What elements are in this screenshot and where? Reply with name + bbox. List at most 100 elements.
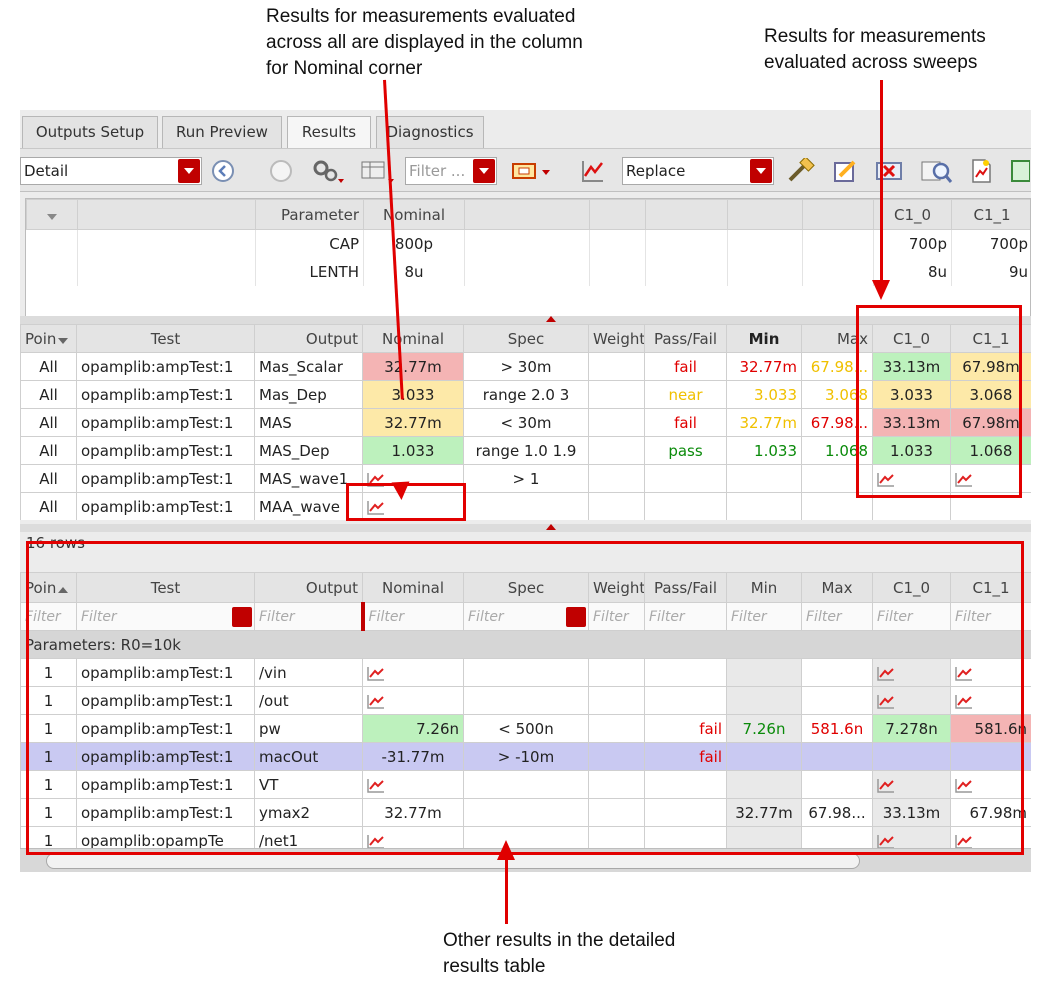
hammer-tool-icon[interactable] <box>786 158 816 184</box>
header-point[interactable]: Poin <box>20 572 77 603</box>
table-row[interactable]: All opamplib:ampTest:1 Mas_Dep 3.033 ran… <box>20 380 1031 409</box>
plot-select-icon[interactable] <box>510 158 554 184</box>
settings-gears-icon[interactable] <box>310 158 346 184</box>
waveform-icon[interactable] <box>955 834 973 849</box>
table-row[interactable]: All opamplib:ampTest:1 MAS_wave1 > 1 <box>20 464 1031 493</box>
table-row[interactable]: 1 opamplib:ampTest:1 pw 7.26n < 500n fai… <box>20 714 1031 743</box>
cell-nominal[interactable] <box>362 826 464 849</box>
export-icon[interactable] <box>1010 158 1030 184</box>
filter-spec[interactable]: Filter <box>463 602 589 631</box>
splitter-handle[interactable] <box>20 316 1031 324</box>
header-min[interactable]: Min <box>726 324 802 353</box>
table-row[interactable]: All opamplib:ampTest:1 MAS 32.77m < 30m … <box>20 408 1031 437</box>
header-weight[interactable]: Weight <box>588 324 645 353</box>
table-row[interactable]: 1 opamplib:opampTe /net1 <box>20 826 1031 849</box>
table-row[interactable]: All opamplib:ampTest:1 Mas_Scalar 32.77m… <box>20 352 1031 381</box>
header-output[interactable]: Output <box>254 324 363 353</box>
waveform-icon[interactable] <box>877 666 895 681</box>
waveform-icon[interactable] <box>877 472 895 487</box>
filter-test[interactable]: Filter <box>76 602 255 631</box>
header-output[interactable]: Output <box>254 572 363 603</box>
header-test[interactable]: Test <box>76 324 255 353</box>
waveform-icon[interactable] <box>367 778 385 793</box>
table-row[interactable]: 1 opamplib:ampTest:1 /vin <box>20 658 1031 687</box>
cell-test: opamplib:opampTe <box>76 826 255 848</box>
waveform-icon[interactable] <box>367 694 385 709</box>
cell-c1-0[interactable] <box>872 770 951 799</box>
filter-c1-0[interactable]: Filter <box>872 602 951 631</box>
inspect-zoom-icon[interactable] <box>920 158 954 184</box>
forward-arrow-icon[interactable] <box>268 158 294 184</box>
header-c1-0[interactable]: C1_0 <box>872 572 951 603</box>
waveform-icon[interactable] <box>367 834 385 849</box>
header-c1-1[interactable]: C1_1 <box>950 572 1031 603</box>
waveform-icon[interactable] <box>877 694 895 709</box>
group-row[interactable]: Parameters: R0=10k <box>20 630 1031 659</box>
cell-c1-1[interactable] <box>950 686 1031 715</box>
cell-c1-0[interactable] <box>872 658 951 687</box>
chevron-down-icon[interactable] <box>750 159 772 183</box>
header-spec[interactable]: Spec <box>463 572 589 603</box>
cell-c1-1[interactable] <box>950 770 1031 799</box>
cell-c1-1[interactable] <box>950 658 1031 687</box>
header-pass-fail[interactable]: Pass/Fail <box>644 324 727 353</box>
header-max[interactable]: Max <box>801 324 873 353</box>
waveform-icon[interactable] <box>955 666 973 681</box>
cell-c1-0[interactable] <box>872 686 951 715</box>
header-c1-0[interactable]: C1_0 <box>872 324 951 353</box>
header-nominal[interactable]: Nominal <box>362 324 464 353</box>
cell-max: 67.98... <box>801 408 873 437</box>
edit-note-icon[interactable] <box>832 158 858 184</box>
filter-min[interactable]: Filter <box>726 602 802 631</box>
header-spec[interactable]: Spec <box>463 324 589 353</box>
cell-c1-1[interactable] <box>950 464 1031 493</box>
filter-select[interactable]: Filter ... <box>405 157 497 185</box>
filter-max[interactable]: Filter <box>801 602 873 631</box>
view-mode-select[interactable]: Detail <box>20 157 202 185</box>
delete-results-icon[interactable] <box>875 158 905 184</box>
waveform-icon[interactable] <box>877 834 895 849</box>
filter-c1-1[interactable]: Filter <box>950 602 1031 631</box>
filter-point[interactable]: Filter <box>20 602 77 631</box>
waveform-icon[interactable] <box>955 472 973 487</box>
chevron-down-icon[interactable] <box>473 159 495 183</box>
report-document-icon[interactable] <box>968 158 994 184</box>
back-arrow-icon[interactable] <box>210 158 236 184</box>
header-test[interactable]: Test <box>76 572 255 603</box>
cell-nominal[interactable] <box>362 686 464 715</box>
arrow-sweeps-head <box>872 280 890 300</box>
splitter-handle[interactable] <box>20 524 1031 532</box>
cell-nominal[interactable] <box>362 658 464 687</box>
waveform-plot-icon[interactable] <box>580 158 606 184</box>
table-row[interactable]: 1 opamplib:ampTest:1 VT <box>20 770 1031 799</box>
header-nominal[interactable]: Nominal <box>362 572 464 603</box>
tab-run-preview[interactable]: Run Preview <box>162 116 282 148</box>
tab-outputs-setup[interactable]: Outputs Setup <box>22 116 158 148</box>
filter-output[interactable]: Filter <box>254 602 363 631</box>
sort-menu-header[interactable] <box>26 199 78 230</box>
filter-weight[interactable]: Filter <box>588 602 645 631</box>
table-row[interactable]: 1 opamplib:ampTest:1 ymax2 32.77m 32.77m… <box>20 798 1031 827</box>
tab-diagnostics[interactable]: Diagnostics <box>376 116 484 148</box>
table-row[interactable]: 1 opamplib:ampTest:1 /out <box>20 686 1031 715</box>
chevron-down-icon[interactable] <box>178 159 200 183</box>
waveform-icon[interactable] <box>955 778 973 793</box>
filter-nominal[interactable]: Filter <box>360 602 464 631</box>
cell-pass-fail: fail <box>644 352 727 381</box>
header-blank <box>77 199 256 230</box>
waveform-icon[interactable] <box>955 694 973 709</box>
waveform-icon[interactable] <box>877 778 895 793</box>
header-point[interactable]: Poin <box>20 324 77 353</box>
header-min[interactable]: Min <box>726 572 802 603</box>
waveform-icon[interactable] <box>367 500 385 515</box>
filter-pass-fail[interactable]: Filter <box>644 602 727 631</box>
scrollbar-thumb[interactable] <box>46 853 860 869</box>
table-row-selected[interactable]: 1 opamplib:ampTest:1 macOut -31.77m > -1… <box>20 742 1031 771</box>
cell-c1-1[interactable] <box>950 826 1031 849</box>
header-weight[interactable]: Weight <box>588 572 645 603</box>
header-c1-1[interactable]: C1_1 <box>950 324 1031 353</box>
tab-results[interactable]: Results <box>287 116 371 149</box>
cell-c1-0[interactable] <box>872 826 951 849</box>
waveform-icon[interactable] <box>367 666 385 681</box>
plot-mode-select[interactable]: Replace <box>622 157 774 185</box>
